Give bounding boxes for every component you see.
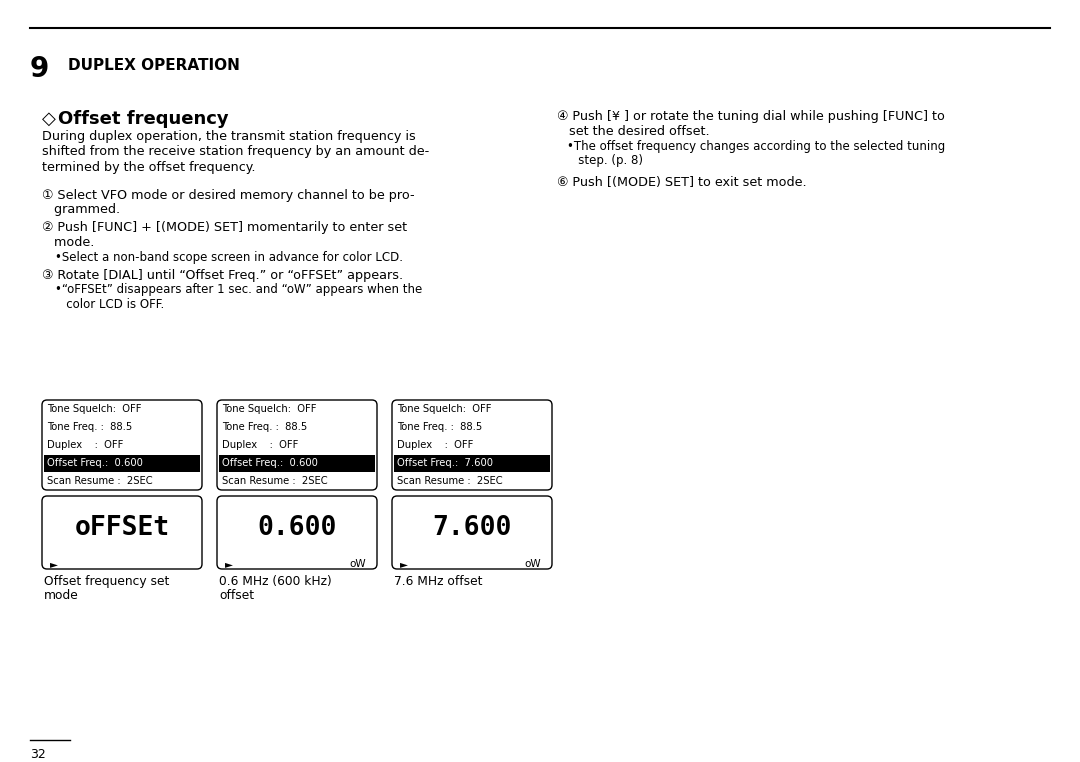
Text: oW: oW: [349, 559, 366, 569]
Text: color LCD is OFF.: color LCD is OFF.: [55, 297, 164, 310]
Text: Duplex    :  OFF: Duplex : OFF: [222, 440, 298, 450]
Text: Offset Freq.:  0.600: Offset Freq.: 0.600: [48, 458, 143, 468]
Text: mode: mode: [44, 589, 79, 602]
Text: ◇: ◇: [42, 110, 56, 128]
Text: oFFSEt: oFFSEt: [75, 515, 170, 541]
Text: Tone Squelch:  OFF: Tone Squelch: OFF: [222, 404, 316, 414]
FancyBboxPatch shape: [217, 400, 377, 490]
Text: Offset frequency set: Offset frequency set: [44, 575, 170, 588]
Text: 7.600: 7.600: [432, 515, 512, 541]
Text: ① Select VFO mode or desired memory channel to be pro-: ① Select VFO mode or desired memory chan…: [42, 188, 415, 201]
Bar: [219, 455, 375, 472]
Bar: [44, 455, 200, 472]
FancyBboxPatch shape: [392, 496, 552, 569]
Text: •“oFFSEt” disappears after 1 sec. and “oW” appears when the: •“oFFSEt” disappears after 1 sec. and “o…: [55, 283, 422, 296]
Text: •Select a non-band scope screen in advance for color LCD.: •Select a non-band scope screen in advan…: [55, 251, 403, 264]
Text: Scan Resume :  2SEC: Scan Resume : 2SEC: [222, 476, 327, 486]
Text: Offset frequency: Offset frequency: [58, 110, 229, 128]
Text: ⑥ Push [(MODE) SET] to exit set mode.: ⑥ Push [(MODE) SET] to exit set mode.: [557, 176, 807, 189]
Text: 9: 9: [30, 55, 50, 83]
Text: ④ Push [¥ ] or rotate the tuning dial while pushing [FUNC] to: ④ Push [¥ ] or rotate the tuning dial wh…: [557, 110, 945, 123]
Text: oW: oW: [524, 559, 541, 569]
Text: Offset Freq.:  0.600: Offset Freq.: 0.600: [222, 458, 318, 468]
Text: offset: offset: [219, 589, 254, 602]
Bar: [394, 455, 550, 472]
Text: ►: ►: [225, 559, 233, 569]
Text: During duplex operation, the transmit station frequency is: During duplex operation, the transmit st…: [42, 130, 416, 143]
Text: Tone Freq. :  88.5: Tone Freq. : 88.5: [397, 422, 483, 432]
Text: DUPLEX OPERATION: DUPLEX OPERATION: [68, 58, 240, 73]
Text: 32: 32: [30, 748, 45, 761]
Text: Duplex    :  OFF: Duplex : OFF: [397, 440, 473, 450]
Text: shifted from the receive station frequency by an amount de-: shifted from the receive station frequen…: [42, 146, 429, 158]
Text: ② Push [FUNC] + [(MODE) SET] momentarily to enter set: ② Push [FUNC] + [(MODE) SET] momentarily…: [42, 222, 407, 235]
Text: step. (p. 8): step. (p. 8): [567, 154, 643, 167]
Text: termined by the offset frequency.: termined by the offset frequency.: [42, 161, 256, 174]
Text: set the desired offset.: set the desired offset.: [557, 125, 710, 138]
Text: Tone Freq. :  88.5: Tone Freq. : 88.5: [48, 422, 132, 432]
Text: mode.: mode.: [42, 236, 94, 249]
Text: Duplex    :  OFF: Duplex : OFF: [48, 440, 123, 450]
Text: 0.600: 0.600: [257, 515, 337, 541]
Text: Scan Resume :  2SEC: Scan Resume : 2SEC: [48, 476, 152, 486]
FancyBboxPatch shape: [42, 496, 202, 569]
FancyBboxPatch shape: [217, 496, 377, 569]
Text: •The offset frequency changes according to the selected tuning: •The offset frequency changes according …: [567, 140, 945, 153]
Text: Tone Squelch:  OFF: Tone Squelch: OFF: [397, 404, 491, 414]
Text: 0.6 MHz (600 kHz): 0.6 MHz (600 kHz): [219, 575, 332, 588]
Text: ►: ►: [50, 559, 58, 569]
Text: grammed.: grammed.: [42, 203, 120, 216]
Text: 7.6 MHz offset: 7.6 MHz offset: [394, 575, 483, 588]
Text: Offset Freq.:  7.600: Offset Freq.: 7.600: [397, 458, 492, 468]
Text: Scan Resume :  2SEC: Scan Resume : 2SEC: [397, 476, 502, 486]
Text: Tone Squelch:  OFF: Tone Squelch: OFF: [48, 404, 141, 414]
Text: ►: ►: [400, 559, 408, 569]
FancyBboxPatch shape: [392, 400, 552, 490]
Text: ③ Rotate [DIAL] until “Offset Freq.” or “oFFSEt” appears.: ③ Rotate [DIAL] until “Offset Freq.” or …: [42, 268, 403, 281]
FancyBboxPatch shape: [42, 400, 202, 490]
Text: Tone Freq. :  88.5: Tone Freq. : 88.5: [222, 422, 307, 432]
